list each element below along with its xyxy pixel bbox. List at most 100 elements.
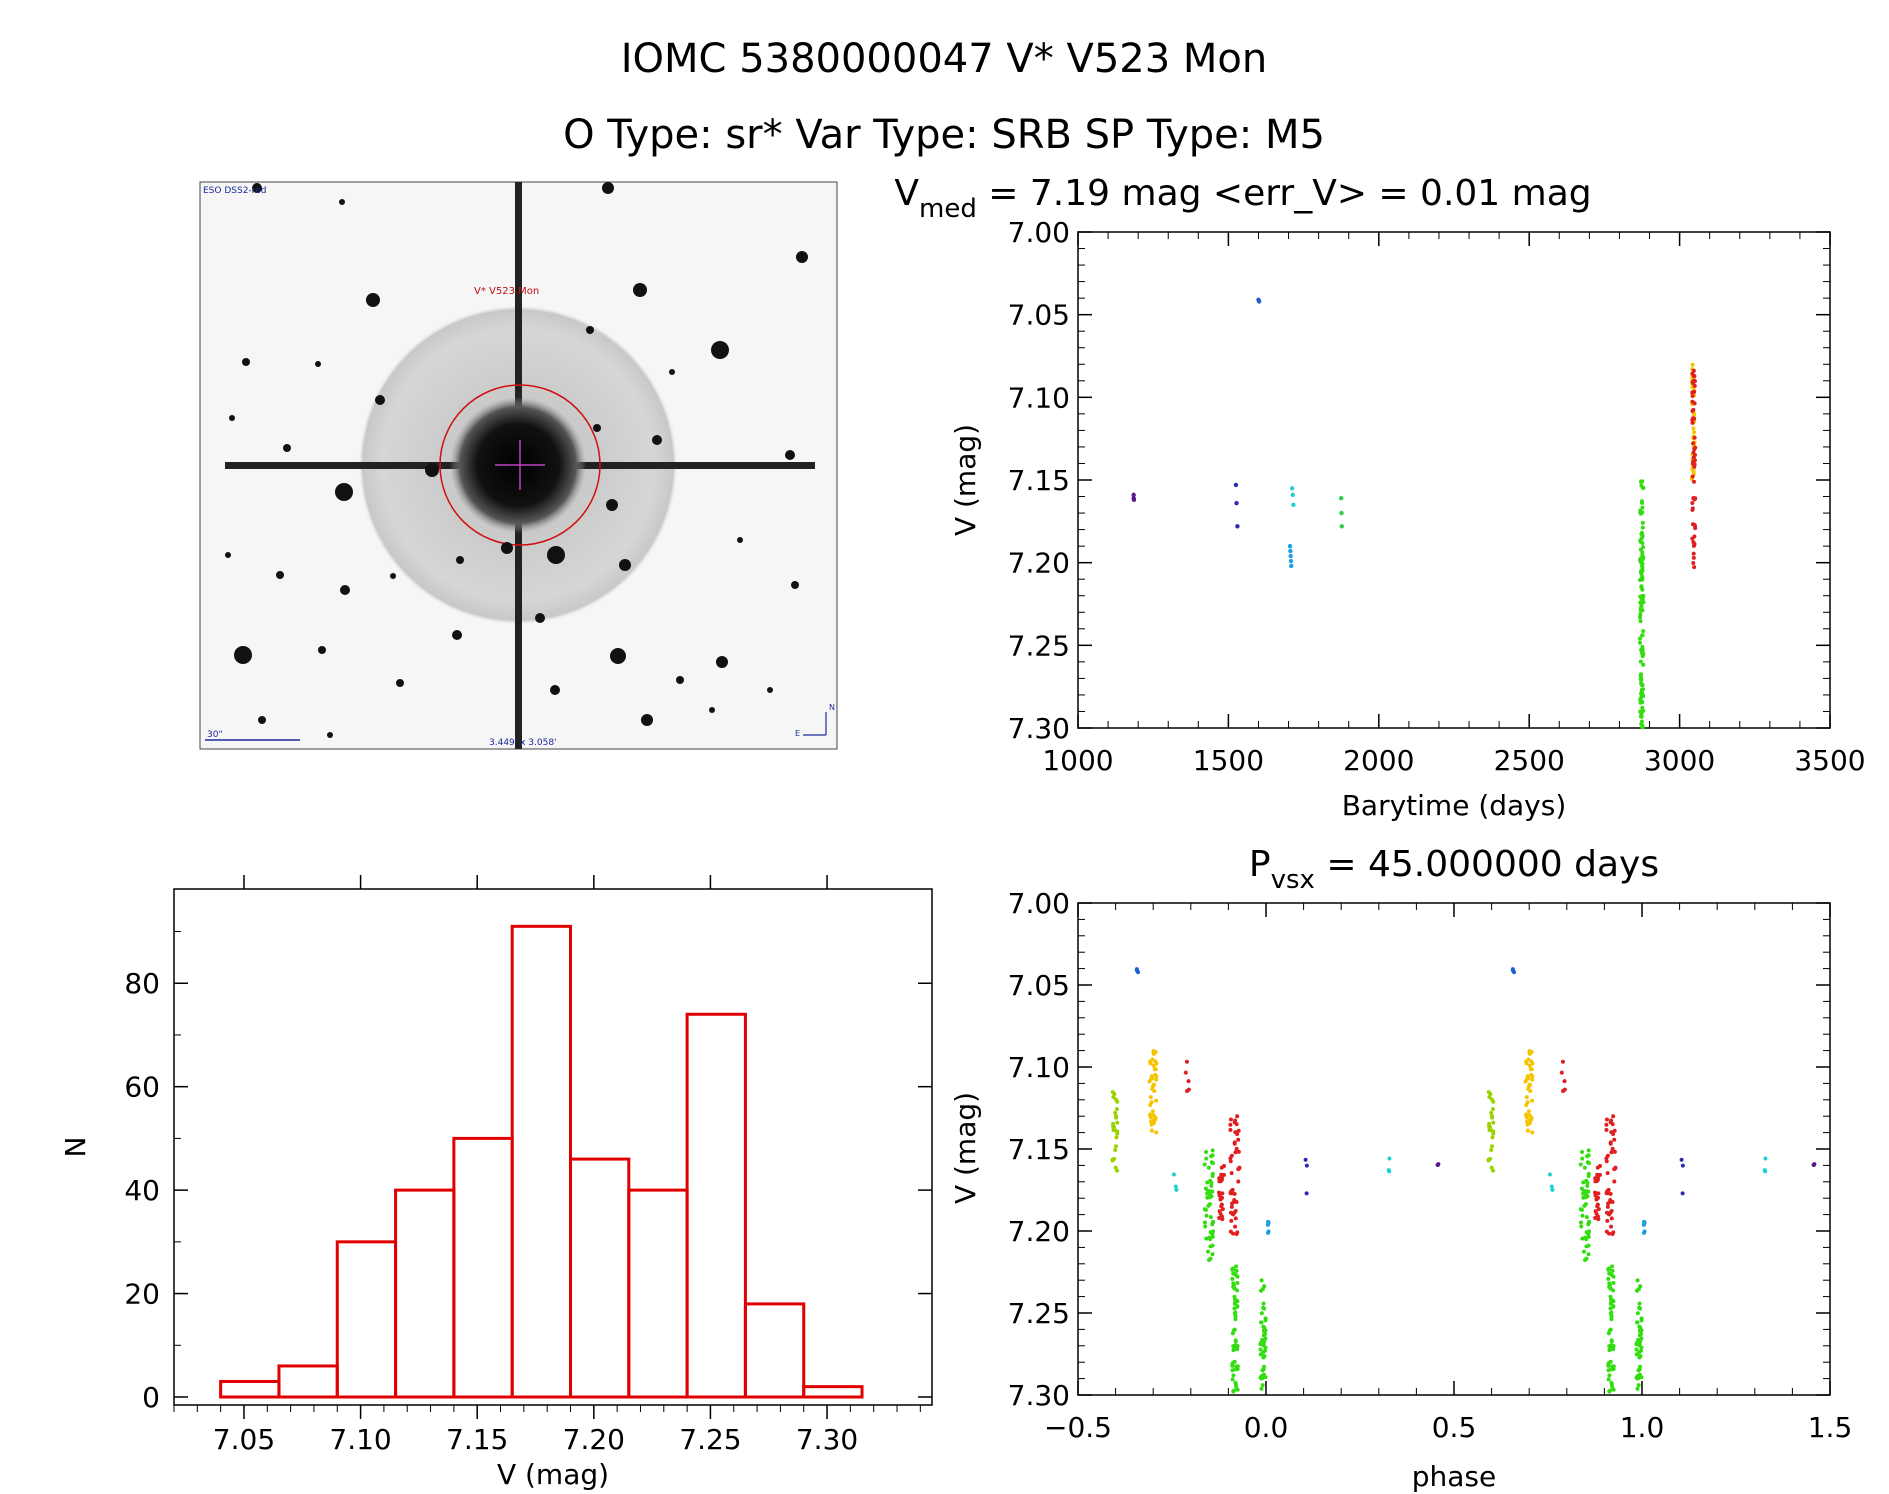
phased-point (1153, 1050, 1158, 1055)
phased-point (1233, 1130, 1238, 1135)
phased-point (1263, 1336, 1268, 1341)
lightcurve-point (1690, 393, 1695, 398)
lightcurve-point (1640, 520, 1645, 525)
fov-label: 3.449' x 3.058' (489, 738, 557, 748)
phased-point (1608, 1120, 1613, 1125)
lightcurve-point (1288, 558, 1294, 564)
phased-point (1228, 1122, 1233, 1127)
phased-point (1762, 1168, 1767, 1173)
phased-point (1260, 1350, 1265, 1355)
star (547, 546, 565, 564)
phased-point (1114, 1135, 1119, 1140)
phased-point (1604, 1127, 1609, 1132)
phased-point (1609, 1224, 1614, 1229)
phased-point (1635, 1278, 1640, 1283)
lightcurve-point (1640, 593, 1645, 598)
lightcurve-point (1289, 563, 1294, 569)
star (709, 707, 715, 713)
lightcurve-title: Vmed = 7.19 mag <err_V> = 0.01 mag (894, 173, 1591, 224)
phased-point (1641, 1222, 1646, 1227)
phased-point (1579, 1224, 1584, 1229)
phased-point (1110, 1157, 1115, 1162)
phased-point (1208, 1215, 1213, 1220)
phased-point (1210, 1252, 1215, 1257)
histogram-xlabel: V (mag) (497, 1458, 609, 1491)
phased-point (1611, 1280, 1616, 1285)
phased-point (1231, 1212, 1236, 1217)
phased-point (1612, 1179, 1617, 1184)
y-tick-label: 80 (124, 967, 160, 1000)
lightcurve-point (1288, 548, 1293, 554)
phased-point (1258, 1288, 1263, 1293)
phased-point (1634, 1288, 1639, 1293)
lightcurve-point (1641, 485, 1646, 490)
phased-point (1583, 1202, 1588, 1207)
phased-point (1529, 1072, 1534, 1077)
phased-point (1234, 1268, 1239, 1273)
phased-point (1525, 1119, 1530, 1124)
lightcurve-point (1692, 542, 1697, 547)
star (452, 630, 462, 640)
phased-point (1259, 1278, 1264, 1283)
phased-point (1114, 1097, 1119, 1102)
star (339, 199, 345, 205)
phased-point (1582, 1165, 1587, 1170)
phased-point (1150, 1109, 1155, 1114)
phased-point (1210, 1171, 1215, 1176)
lightcurve-point (1691, 381, 1696, 386)
phased-point (1605, 1218, 1610, 1223)
phased-point (1562, 1079, 1567, 1084)
phased-point (1113, 1148, 1118, 1153)
lightcurve-point (1639, 719, 1644, 724)
y-tick-label: 7.05 (1008, 969, 1070, 1002)
phased-point (1586, 1148, 1591, 1153)
lightcurve-point (1693, 524, 1698, 529)
lightcurve-point (1638, 511, 1643, 516)
star (258, 716, 266, 724)
phased-point (1612, 1149, 1617, 1154)
phased-point (1154, 1098, 1159, 1103)
phased-point (1111, 1095, 1116, 1100)
phased-point (1597, 1172, 1602, 1177)
phased-point (1607, 1212, 1612, 1217)
phased-point (1205, 1195, 1210, 1200)
phased-point (1262, 1354, 1267, 1359)
lightcurve-xlabel: Barytime (days) (1342, 789, 1567, 822)
phased-point (1594, 1211, 1599, 1216)
phased-point (1236, 1137, 1241, 1142)
phased-point (1235, 1114, 1240, 1119)
x-tick-label: 3000 (1644, 744, 1715, 777)
phased-point (1528, 1089, 1533, 1094)
svg-text:E: E (795, 729, 800, 738)
phased-point (1524, 1061, 1529, 1066)
y-tick-label: 7.10 (1008, 381, 1070, 414)
phased-point (1586, 1243, 1591, 1248)
lightcurve-point (1638, 600, 1643, 605)
phased-point (1491, 1131, 1496, 1136)
phased-point (1303, 1157, 1308, 1162)
phased-point (1186, 1087, 1191, 1092)
phased-point (1596, 1217, 1601, 1222)
phased-point (1234, 1146, 1239, 1151)
phased-point (1229, 1153, 1234, 1158)
phased-point (1205, 1249, 1210, 1254)
lightcurve-point (1692, 430, 1697, 435)
phased-point (1228, 1127, 1233, 1132)
phased-point (1148, 1115, 1153, 1120)
lightcurve-point (1690, 408, 1695, 413)
phased-point (1230, 1187, 1235, 1192)
phased-frame (1077, 902, 1831, 1396)
phased-point (1265, 1222, 1270, 1227)
phased-point (1607, 1231, 1612, 1236)
phased-point (1610, 1232, 1615, 1237)
phased-point (1639, 1345, 1644, 1350)
phased-point (1148, 1095, 1153, 1100)
phased-point (1149, 1100, 1154, 1105)
phased-point (1585, 1183, 1590, 1188)
phased-point (1236, 1128, 1241, 1133)
lightcurve-point (1639, 585, 1644, 590)
phased-point (1210, 1230, 1215, 1235)
phased-point (1171, 1172, 1176, 1177)
phased-point (1526, 1109, 1531, 1114)
lightcurve-point (1290, 492, 1295, 498)
